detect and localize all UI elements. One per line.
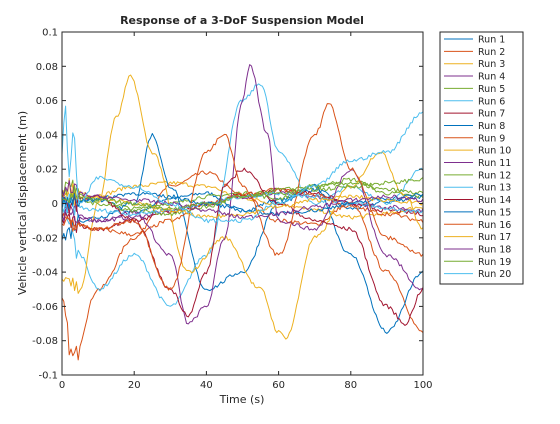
series-line-9	[61, 187, 424, 237]
y-tick-label: -0.06	[32, 302, 58, 313]
y-tick-label: -0.02	[32, 233, 58, 244]
y-tick-label: -0.08	[32, 336, 58, 347]
y-tick-label: 0.1	[42, 28, 58, 39]
series-line-11	[61, 64, 424, 325]
legend-label-16: Run 16	[478, 220, 511, 231]
legend-box	[439, 31, 524, 285]
series-layer	[61, 64, 424, 361]
legend-label-2: Run 2	[478, 47, 505, 58]
x-tick-label: 60	[272, 380, 285, 391]
series-line-8	[61, 133, 424, 334]
series-line-14	[61, 167, 424, 326]
series-line-19	[61, 177, 424, 211]
legend-label-11: Run 11	[478, 158, 511, 169]
x-axis: 0 20 40 60 80 100	[59, 32, 433, 391]
series-line-15	[61, 191, 424, 217]
y-tick-label: 0	[52, 199, 58, 210]
x-tick-label: 20	[128, 380, 141, 391]
x-tick-label: 0	[59, 380, 65, 391]
y-axis-label: Vehicle vertical displacement (m)	[16, 111, 29, 295]
x-tick-label: 40	[200, 380, 213, 391]
y-tick-label: -0.1	[38, 371, 58, 382]
y-tick-label: 0.08	[36, 62, 58, 73]
legend-label-12: Run 12	[478, 170, 511, 181]
legend-label-3: Run 3	[478, 59, 505, 70]
legend-label-15: Run 15	[478, 207, 511, 218]
legend-label-8: Run 8	[478, 121, 505, 132]
legend-label-6: Run 6	[478, 96, 505, 107]
series-line-20	[61, 105, 424, 224]
series-line-17	[61, 178, 424, 219]
x-axis-label: Time (s)	[219, 393, 265, 406]
series-line-18	[61, 180, 424, 220]
legend-label-19: Run 19	[478, 257, 511, 268]
series-line-5	[61, 177, 424, 211]
legend-label-13: Run 13	[478, 183, 511, 194]
legend-label-18: Run 18	[478, 244, 511, 255]
series-line-16	[61, 103, 424, 291]
x-tick-label: 100	[413, 380, 432, 391]
legend-label-5: Run 5	[478, 84, 505, 95]
y-tick-label: 0.04	[36, 130, 58, 141]
legend-label-10: Run 10	[478, 146, 511, 157]
legend-label-4: Run 4	[478, 72, 505, 83]
legend-label-9: Run 9	[478, 133, 505, 144]
series-line-12	[61, 181, 424, 216]
y-tick-label: 0.06	[36, 96, 58, 107]
legend-label-20: Run 20	[478, 269, 511, 280]
chart-title: Response of a 3-DoF Suspension Model	[120, 14, 364, 27]
y-tick-label: 0.02	[36, 165, 58, 176]
y-tick-label: -0.04	[32, 268, 58, 279]
legend-label-17: Run 17	[478, 232, 511, 243]
series-line-10	[61, 74, 424, 340]
legend-label-7: Run 7	[478, 109, 505, 120]
legend-label-1: Run 1	[478, 35, 505, 46]
x-tick-label: 80	[344, 380, 357, 391]
y-axis: -0.1 -0.08 -0.06 -0.04 -0.02 0 0.02 0.04 0.06 0.0…	[32, 28, 423, 382]
legend-label-14: Run 14	[478, 195, 511, 206]
